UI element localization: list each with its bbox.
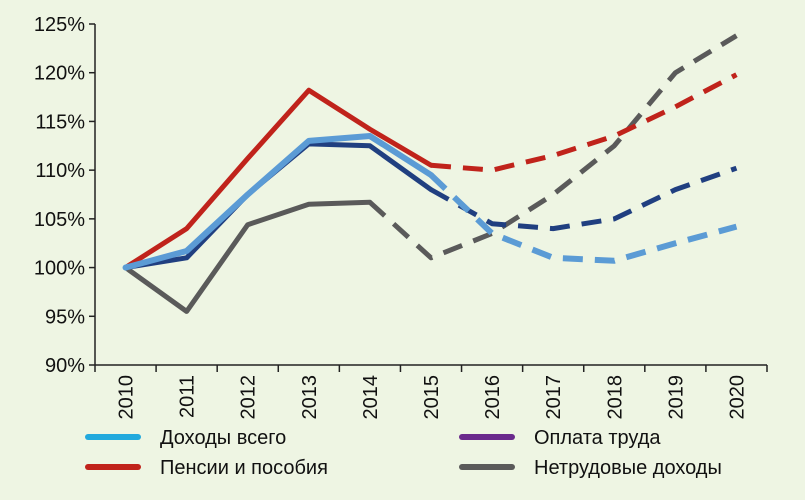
series-layer	[122, 33, 738, 314]
legend: Доходы всего Оплата труда Пенсии и пособия…	[85, 427, 722, 479]
x-tick-label: 2018	[604, 375, 626, 420]
legend-label: Доходы всего	[160, 427, 286, 449]
series-line-forecast	[368, 33, 738, 261]
y-tick-label: 110%	[35, 160, 85, 182]
x-tick-label: 2015	[421, 375, 443, 420]
series-line-actual	[123, 87, 434, 271]
legend-label: Пенсии и пособия	[160, 457, 328, 479]
x-tick-label: 2014	[360, 375, 382, 420]
series-line-forecast	[428, 172, 738, 264]
series-line-actual	[122, 133, 434, 271]
y-tick-label: 95%	[45, 306, 85, 328]
y-tick-label: 125%	[34, 14, 85, 36]
x-tick-label: 2013	[299, 375, 321, 420]
x-tick-label: 2011	[177, 375, 199, 418]
x-tick-label: 2016	[482, 375, 504, 420]
series-line-actual	[123, 199, 373, 314]
x-tick-label: 2017	[543, 375, 565, 420]
legend-label: Оплата труда	[534, 427, 661, 449]
x-tick-label: 2012	[238, 375, 260, 420]
y-tick-label: 90%	[45, 355, 85, 377]
axes-layer: 90% 95% 100% 105% 110% 115% 120% 125% 2010 2011 20…	[34, 14, 768, 420]
y-tick-label: 115%	[35, 111, 85, 133]
x-tick-label: 2010	[116, 375, 138, 420]
y-tick-label: 120%	[34, 63, 85, 85]
series-line-forecast	[430, 72, 738, 173]
x-tick-label: 2020	[726, 375, 748, 420]
y-tick-label: 105%	[34, 209, 85, 231]
y-tick-label: 100%	[34, 258, 85, 280]
x-tick-label: 2019	[665, 375, 687, 420]
legend-label: Нетрудовые доходы	[534, 457, 722, 479]
series-line-forecast	[429, 165, 738, 232]
